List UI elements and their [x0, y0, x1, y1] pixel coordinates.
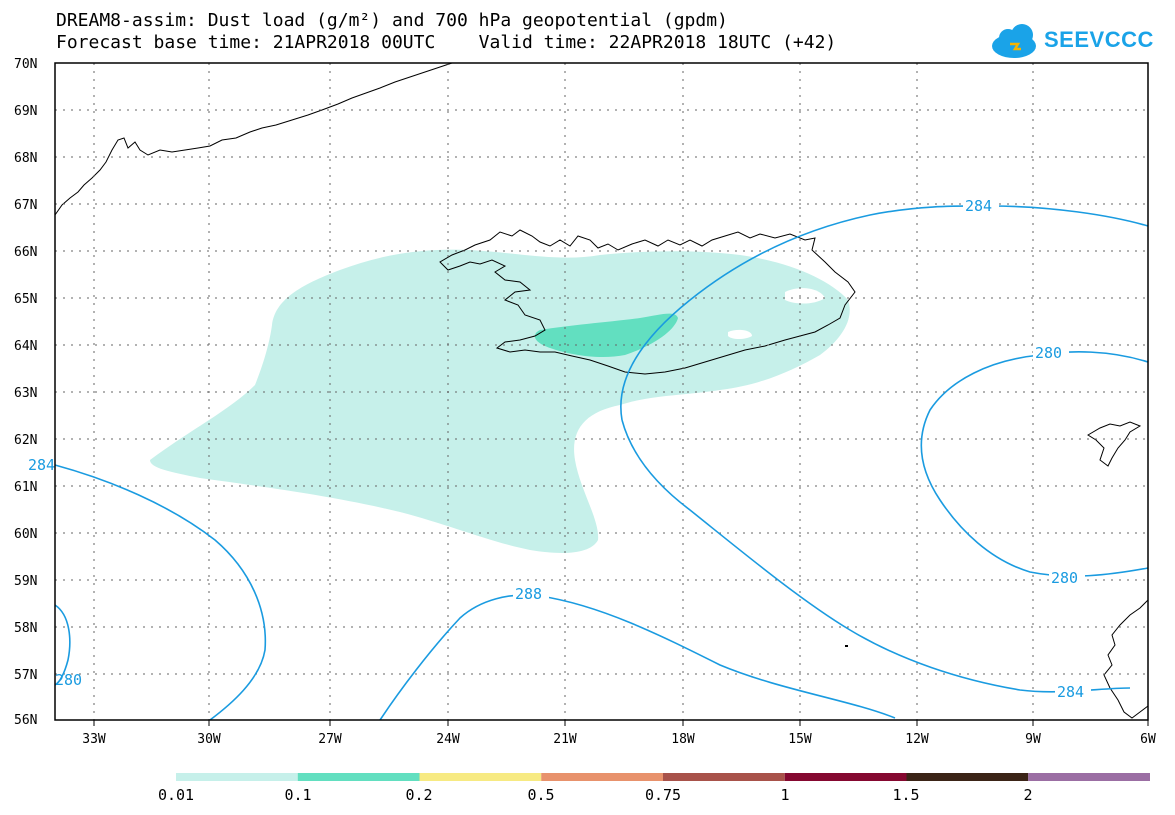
- contour-284-west: [54, 464, 267, 721]
- forecast-times: Forecast base time: 21APR2018 00UTC Vali…: [56, 32, 837, 53]
- colorbar-label: 0.5: [527, 786, 555, 804]
- contour-label: 284: [28, 456, 55, 474]
- rockall-island: [845, 645, 848, 647]
- coastline-scotland: [1103, 599, 1149, 719]
- contour-280-southwest: [54, 604, 71, 686]
- contour-label: 280: [1035, 344, 1062, 362]
- lat-label: 63N: [14, 386, 37, 401]
- lon-label: 27W: [318, 732, 342, 747]
- lat-label: 67N: [14, 198, 37, 213]
- lat-label: 69N: [14, 104, 37, 119]
- lat-label: 66N: [14, 245, 37, 260]
- dust-area-light: [150, 249, 850, 553]
- map-title: DREAM8-assim: Dust load (g/m²) and 700 h…: [56, 10, 728, 31]
- coastline-greenland: [54, 62, 453, 216]
- clear-patch: [728, 329, 752, 339]
- colorbar-label: 1.5: [892, 786, 920, 804]
- coastline-faroe: [1087, 421, 1142, 467]
- cloud-icon: [992, 24, 1036, 58]
- colorbar-label: 0.2: [405, 786, 433, 804]
- contour-label: 284: [965, 197, 992, 215]
- colorbar-segment: [906, 773, 1029, 781]
- colorbar-label: 0.01: [157, 786, 195, 804]
- lon-label: 33W: [82, 732, 106, 747]
- lon-label: 15W: [788, 732, 812, 747]
- plot-frame: [54, 62, 1149, 721]
- lat-label: 56N: [14, 713, 37, 728]
- lon-label: 18W: [671, 732, 695, 747]
- lon-label: 30W: [197, 732, 221, 747]
- lat-label: 58N: [14, 621, 37, 636]
- seevccc-logo: [992, 24, 1036, 58]
- contour-label: 280: [1051, 569, 1078, 587]
- logo-text: SEEVCCC: [1044, 27, 1154, 52]
- colorbar-label: 2: [1023, 786, 1033, 804]
- graticule: [55, 63, 1148, 720]
- contour-labels: 284 280 280 288 284 284 280: [28, 196, 1091, 701]
- lat-label: 57N: [14, 668, 37, 683]
- colorbar-label: 1: [780, 786, 790, 804]
- coastline-iceland: [439, 229, 856, 375]
- lat-label: 61N: [14, 480, 37, 495]
- longitude-labels: 33W 30W 27W 24W 21W 18W 15W 12W 9W 6W: [82, 732, 1156, 747]
- colorbar-label: 0.1: [284, 786, 312, 804]
- contour-label: 288: [515, 585, 542, 603]
- lon-label: 24W: [436, 732, 460, 747]
- contour-label: 280: [55, 671, 82, 689]
- dust-area-medium: [534, 313, 678, 358]
- lat-label: 59N: [14, 574, 37, 589]
- colorbar-segment: [176, 773, 298, 781]
- colorbar-segment: [1028, 773, 1150, 781]
- lon-label: 6W: [1140, 732, 1156, 747]
- lat-label: 65N: [14, 292, 37, 307]
- contour-280-east: [920, 351, 1149, 577]
- latitude-labels: 70N 69N 68N 67N 66N 65N 64N 63N 62N 61N …: [14, 57, 37, 728]
- lat-label: 68N: [14, 151, 37, 166]
- contour-284-south: [621, 419, 1131, 693]
- lat-label: 62N: [14, 433, 37, 448]
- contour-284-north: [620, 205, 1149, 421]
- lat-label: 70N: [14, 57, 37, 72]
- axis-ticks: [93, 720, 1149, 726]
- contour-label: 284: [1057, 683, 1084, 701]
- lat-label: 64N: [14, 339, 37, 354]
- colorbar-segment: [784, 773, 907, 781]
- lon-label: 12W: [905, 732, 929, 747]
- lon-label: 9W: [1025, 732, 1041, 747]
- contour-288: [379, 594, 896, 721]
- colorbar-segment: [541, 773, 663, 781]
- clear-patch: [785, 288, 825, 304]
- colorbar-label: 0.75: [644, 786, 682, 804]
- lon-label: 21W: [553, 732, 577, 747]
- colorbar-segment: [663, 773, 785, 781]
- colorbar-segment: [297, 773, 420, 781]
- lat-label: 60N: [14, 527, 37, 542]
- colorbar: [176, 773, 1150, 781]
- colorbar-segment: [419, 773, 542, 781]
